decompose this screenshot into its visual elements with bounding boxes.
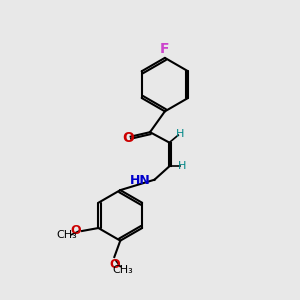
Text: O: O [109, 259, 120, 272]
Text: CH₃: CH₃ [113, 266, 134, 275]
Text: H: H [178, 161, 186, 171]
Text: O: O [122, 131, 134, 145]
Text: F: F [160, 42, 170, 56]
Text: HN: HN [130, 174, 151, 187]
Text: O: O [70, 224, 81, 238]
Text: CH₃: CH₃ [57, 230, 78, 241]
Text: H: H [176, 129, 184, 139]
